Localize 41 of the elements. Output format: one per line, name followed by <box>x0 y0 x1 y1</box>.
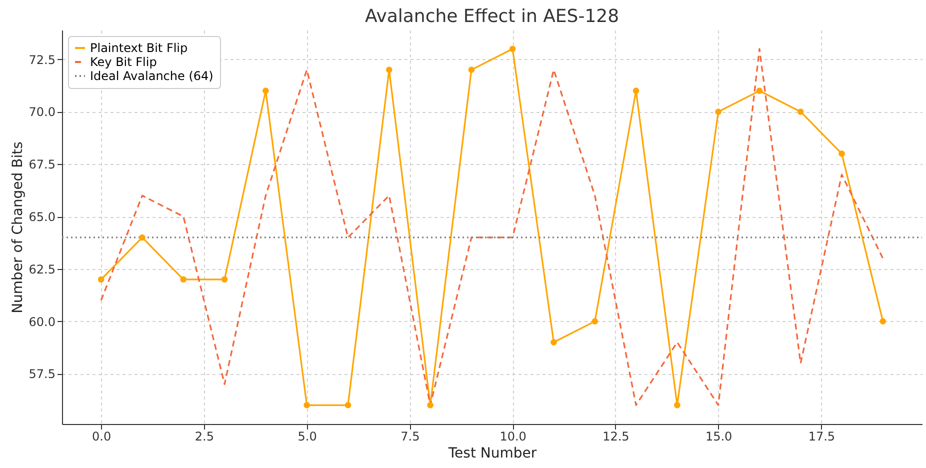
point <box>262 88 269 94</box>
point <box>344 402 352 408</box>
point <box>756 88 763 94</box>
legend-label: Key Bit Flip <box>90 55 157 69</box>
x-tick-label: 12.5 <box>602 430 630 444</box>
y-tick-label: 65.0 <box>28 210 56 224</box>
x-tick-label: 7.5 <box>400 430 420 444</box>
y-tick-label: 67.5 <box>28 158 56 172</box>
point <box>632 88 640 94</box>
point <box>98 276 104 283</box>
x-tick-label: 15.0 <box>705 430 732 444</box>
point <box>386 66 392 73</box>
x-tick-label: 2.5 <box>194 430 214 444</box>
point <box>180 276 187 283</box>
y-tick-label: 60.0 <box>28 314 56 329</box>
point <box>674 402 680 408</box>
point <box>427 402 434 408</box>
x-tick-label: 10.0 <box>500 430 526 444</box>
x-axis-title: Test Number <box>447 446 537 462</box>
point <box>715 108 722 115</box>
x-tick-label: 0.0 <box>92 430 112 444</box>
y-tick-label: 62.5 <box>28 262 56 276</box>
point <box>550 339 557 346</box>
legend-label: Plaintext Bit Flip <box>90 41 188 55</box>
legend-label: Ideal Avalanche (64) <box>90 69 214 83</box>
point <box>838 150 845 157</box>
point <box>304 402 310 408</box>
chart-title: Avalanche Effect in AES-128 <box>364 6 620 27</box>
point <box>139 234 146 241</box>
point <box>797 108 804 115</box>
y-axis-title: Number of Changed Bits <box>10 142 26 314</box>
x-tick-label: 5.0 <box>298 430 317 444</box>
x-tick-label: 17.5 <box>808 430 836 444</box>
point <box>468 66 475 73</box>
y-tick-label: 57.5 <box>28 367 56 382</box>
point <box>880 318 886 324</box>
y-tick-label: 70.0 <box>28 105 56 120</box>
point <box>592 318 598 324</box>
y-tick-label: 72.5 <box>28 52 56 67</box>
point <box>509 46 516 52</box>
point <box>221 276 228 283</box>
